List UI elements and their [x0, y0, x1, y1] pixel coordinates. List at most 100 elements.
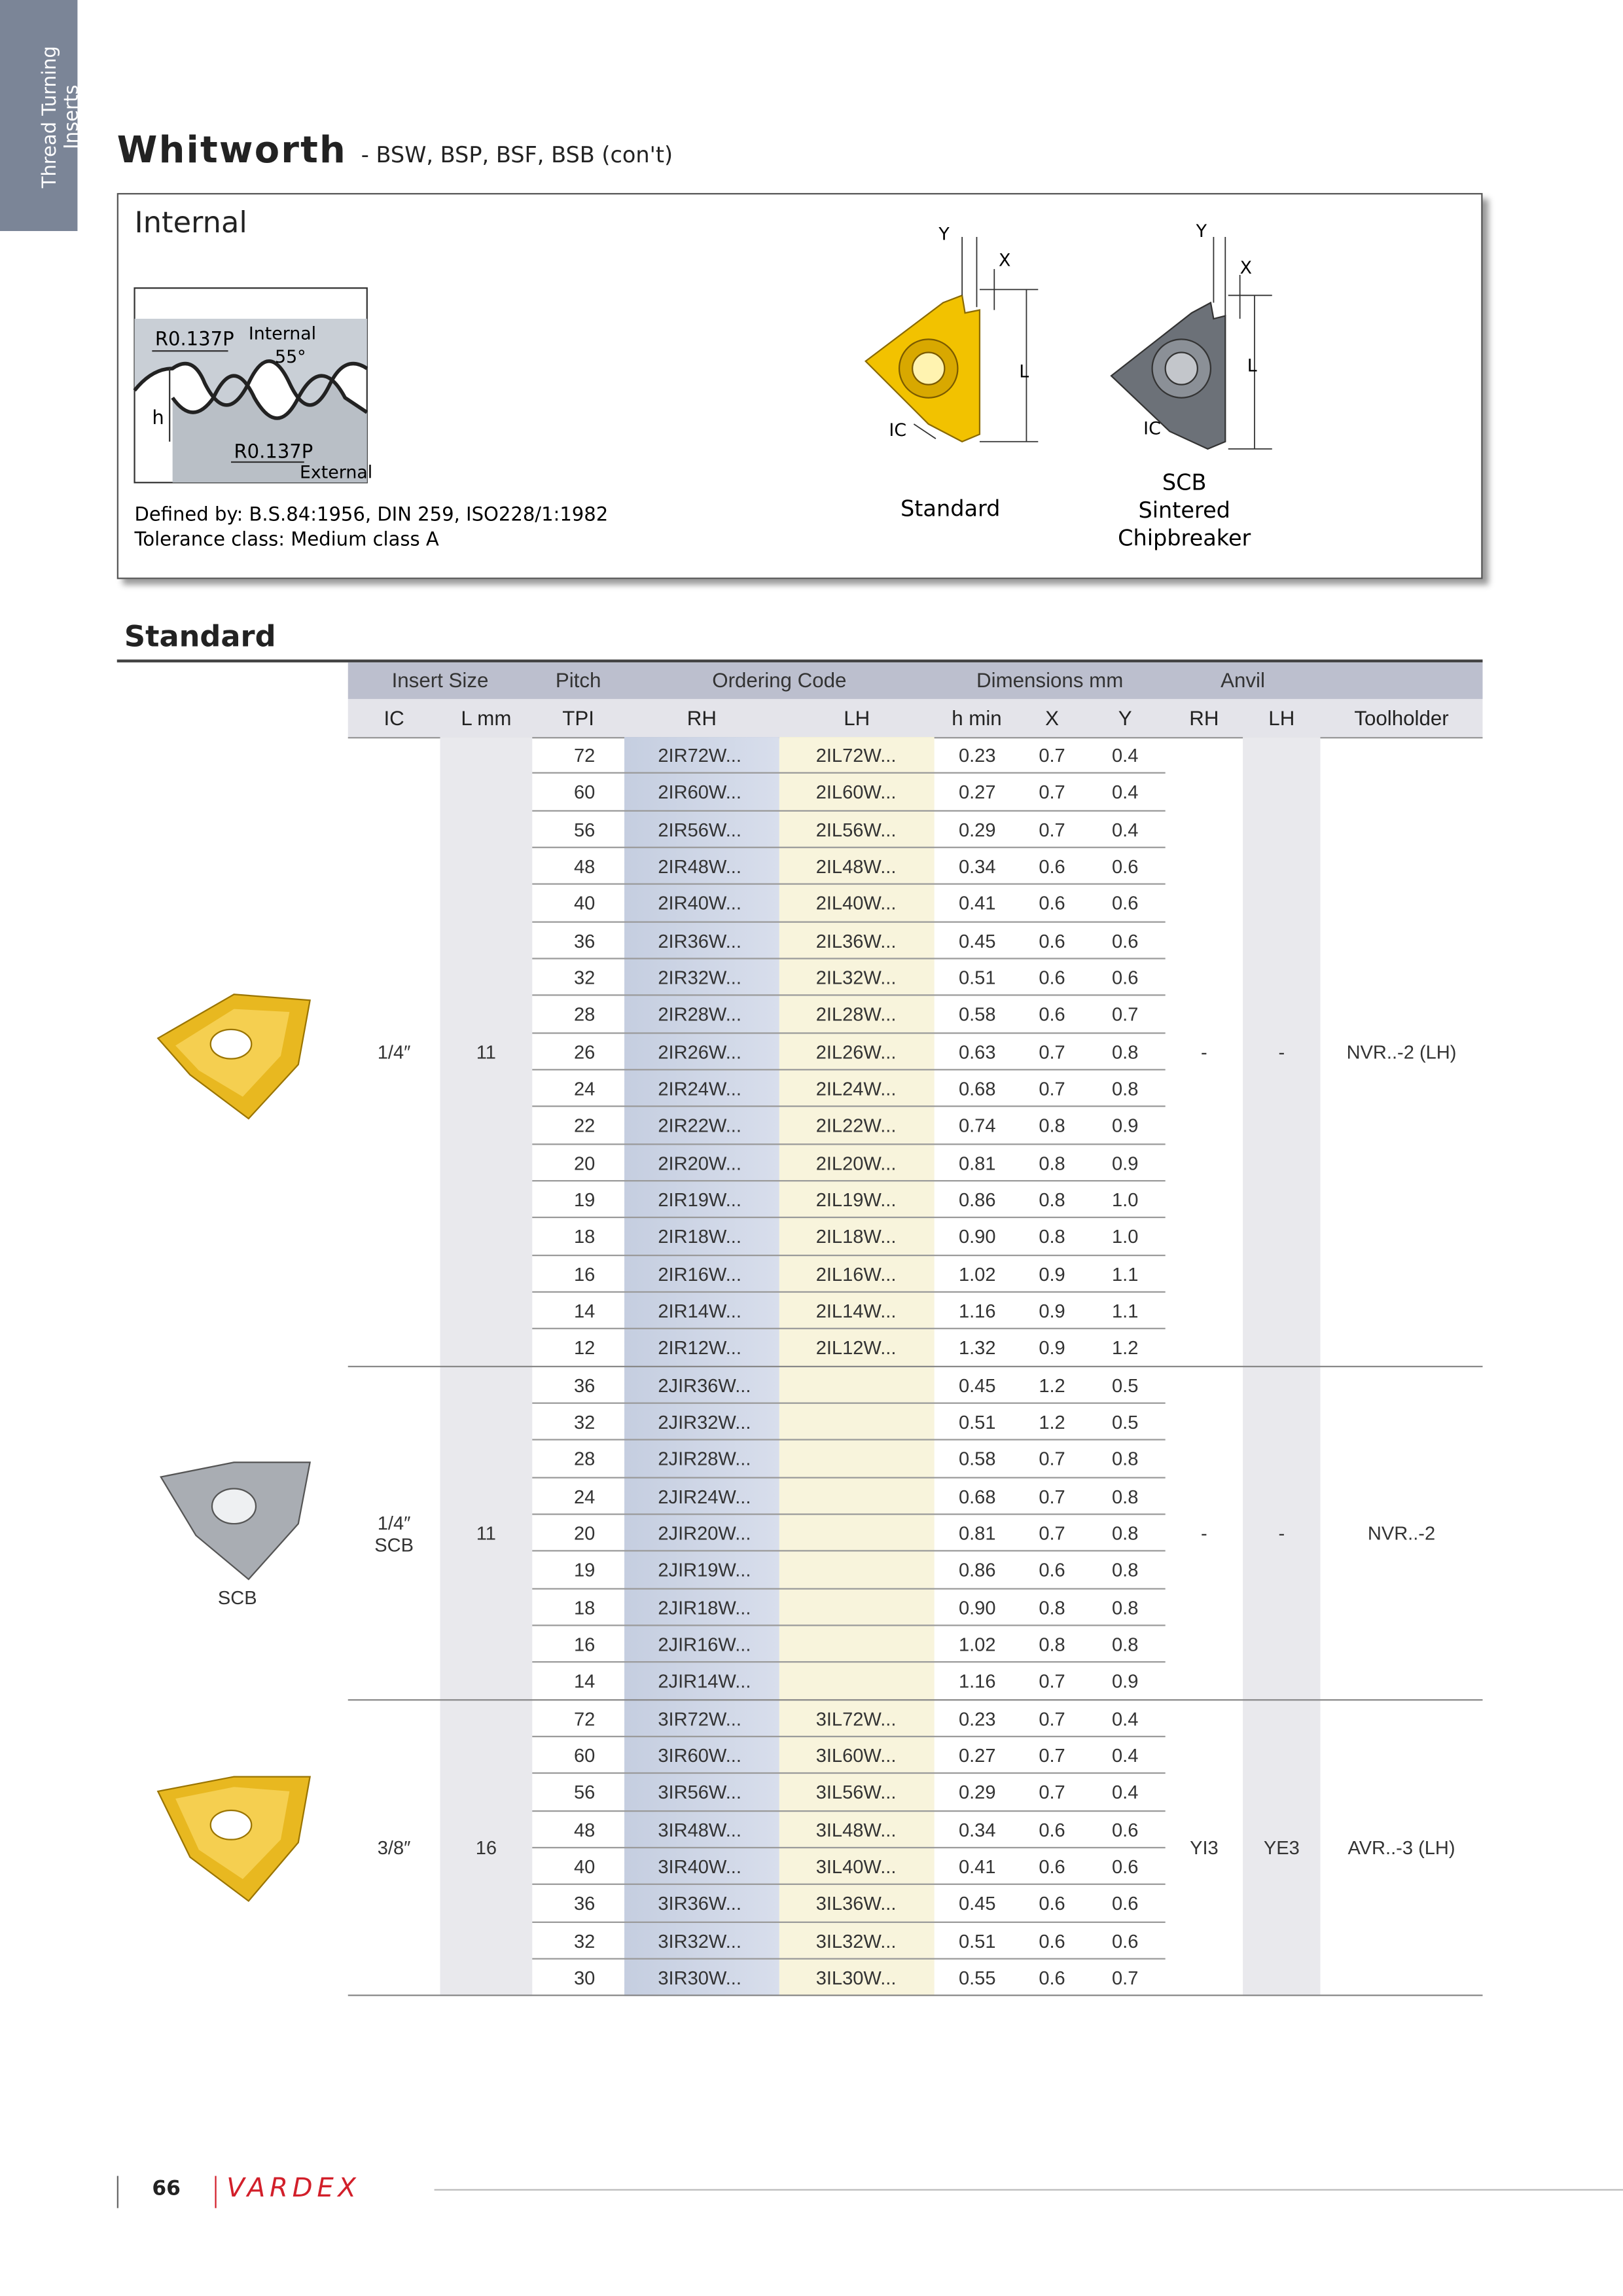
sidebar — [0, 0, 78, 232]
y: 0.8 — [1112, 1596, 1139, 1619]
y: 0.9 — [1112, 1151, 1139, 1174]
h-min: 0.34 — [958, 1818, 996, 1840]
x: 0.6 — [1039, 929, 1065, 952]
code-rh: 2JIR24W... — [658, 1485, 751, 1507]
code-lh: 2IL28W... — [815, 1003, 897, 1026]
x: 0.6 — [1039, 855, 1065, 878]
code-lh: 3IL30W... — [815, 1966, 897, 1989]
h-min: 0.29 — [958, 1781, 996, 1804]
title: Whitworth - BSW, BSP, BSF, BSB (con't) — [117, 129, 673, 171]
row-line — [532, 1105, 1166, 1107]
merged-toolholder: NVR..-2 — [1367, 1522, 1436, 1545]
group-header: Insert Size — [391, 668, 489, 692]
column-header: RH — [687, 706, 717, 730]
h-min: 1.02 — [958, 1263, 996, 1285]
tpi: 32 — [574, 966, 596, 989]
h-min: 0.45 — [958, 1892, 996, 1915]
row-line — [532, 1217, 1166, 1219]
h-min: 0.86 — [958, 1189, 996, 1211]
row-line — [532, 958, 1166, 960]
insert-caption: SCB — [1162, 469, 1207, 495]
y: 1.0 — [1112, 1189, 1139, 1211]
code-rh: 3IR72W... — [658, 1707, 741, 1730]
tpi: 16 — [574, 1263, 596, 1285]
x: 0.7 — [1039, 1744, 1065, 1767]
y: 0.8 — [1112, 1522, 1139, 1545]
y: 1.2 — [1112, 1336, 1139, 1359]
code-rh: 2IR32W... — [658, 966, 741, 989]
y: 1.1 — [1112, 1300, 1139, 1322]
h-min: 1.16 — [958, 1300, 996, 1322]
code-lh: 3IL36W... — [815, 1892, 897, 1915]
x: 0.6 — [1039, 1559, 1065, 1581]
y: 0.6 — [1112, 1818, 1139, 1840]
h-min: 0.41 — [958, 1855, 996, 1878]
y: 0.4 — [1112, 1744, 1139, 1767]
code-rh: 2IR48W... — [658, 855, 741, 878]
tpi: 28 — [574, 1448, 596, 1470]
tpi: 32 — [574, 1410, 596, 1433]
x: 0.7 — [1039, 1485, 1065, 1507]
y: 0.8 — [1112, 1448, 1139, 1470]
title-main: Whitworth — [116, 128, 348, 171]
row-line — [532, 1069, 1166, 1071]
code-rh: 2IR72W... — [658, 744, 741, 766]
h-min: 1.16 — [958, 1670, 996, 1693]
row-line — [532, 1143, 1166, 1145]
tpi: 12 — [574, 1336, 596, 1359]
y: 0.8 — [1112, 1633, 1139, 1655]
row-line — [532, 772, 1166, 774]
group-line — [348, 1994, 1483, 1997]
code-rh: 2JIR14W... — [658, 1670, 751, 1693]
footer-rule — [116, 2176, 118, 2208]
code-rh: 2IR40W... — [658, 892, 741, 915]
tpi: 22 — [574, 1115, 596, 1137]
row-line — [532, 1624, 1166, 1626]
code-rh: 3IR30W... — [658, 1966, 741, 1989]
merged-anvil-lh: - — [1278, 1041, 1285, 1063]
code-rh: 3IR48W... — [658, 1818, 741, 1840]
y: 0.6 — [1112, 1929, 1139, 1952]
insert-caption: Chipbreaker — [1118, 525, 1251, 550]
tpi: 28 — [574, 1003, 596, 1026]
y: 0.4 — [1112, 1781, 1139, 1804]
tolerance: Tolerance class: Medium class A — [134, 528, 439, 550]
profile-label: R0.137P — [234, 440, 313, 462]
y: 0.9 — [1112, 1670, 1139, 1693]
tpi: 18 — [574, 1596, 596, 1619]
image-caption: SCB — [217, 1587, 257, 1609]
dim-label: Y — [938, 224, 950, 244]
code-lh: 2IL12W... — [815, 1336, 897, 1359]
x: 0.6 — [1039, 1818, 1065, 1840]
merged-l: 11 — [476, 1522, 496, 1545]
row-line — [532, 1735, 1166, 1738]
code-rh: 2JIR20W... — [658, 1522, 751, 1545]
tpi: 18 — [574, 1225, 596, 1248]
y: 0.8 — [1112, 1559, 1139, 1581]
row-line — [532, 884, 1166, 886]
merged-l: 16 — [475, 1837, 497, 1859]
code-lh: 2IL24W... — [815, 1077, 897, 1100]
x: 0.6 — [1039, 1892, 1065, 1915]
x: 1.2 — [1039, 1410, 1065, 1433]
row-line — [532, 1772, 1166, 1774]
footer-rule — [215, 2176, 217, 2208]
code-rh: 2JIR32W... — [658, 1410, 751, 1433]
code-rh: 2IR36W... — [658, 929, 741, 952]
tpi: 30 — [574, 1966, 596, 1989]
code-lh: 3IL40W... — [815, 1855, 897, 1878]
x: 0.7 — [1039, 1448, 1065, 1470]
code-lh: 2IL36W... — [815, 929, 897, 952]
subtitle: - BSW, BSP, BSF, BSB (con't) — [361, 141, 673, 168]
dim-label: X — [1240, 258, 1252, 278]
code-rh: 2IR22W... — [658, 1115, 741, 1137]
y: 0.8 — [1112, 1485, 1139, 1507]
code-lh: 2IL72W... — [815, 744, 897, 766]
code-rh: 2IR26W... — [658, 1040, 741, 1063]
h-min: 0.68 — [958, 1077, 996, 1100]
dim-label: IC — [1143, 419, 1161, 439]
tpi: 72 — [574, 1707, 596, 1730]
row-line — [532, 920, 1166, 922]
code-lh: 2IL48W... — [815, 855, 897, 878]
